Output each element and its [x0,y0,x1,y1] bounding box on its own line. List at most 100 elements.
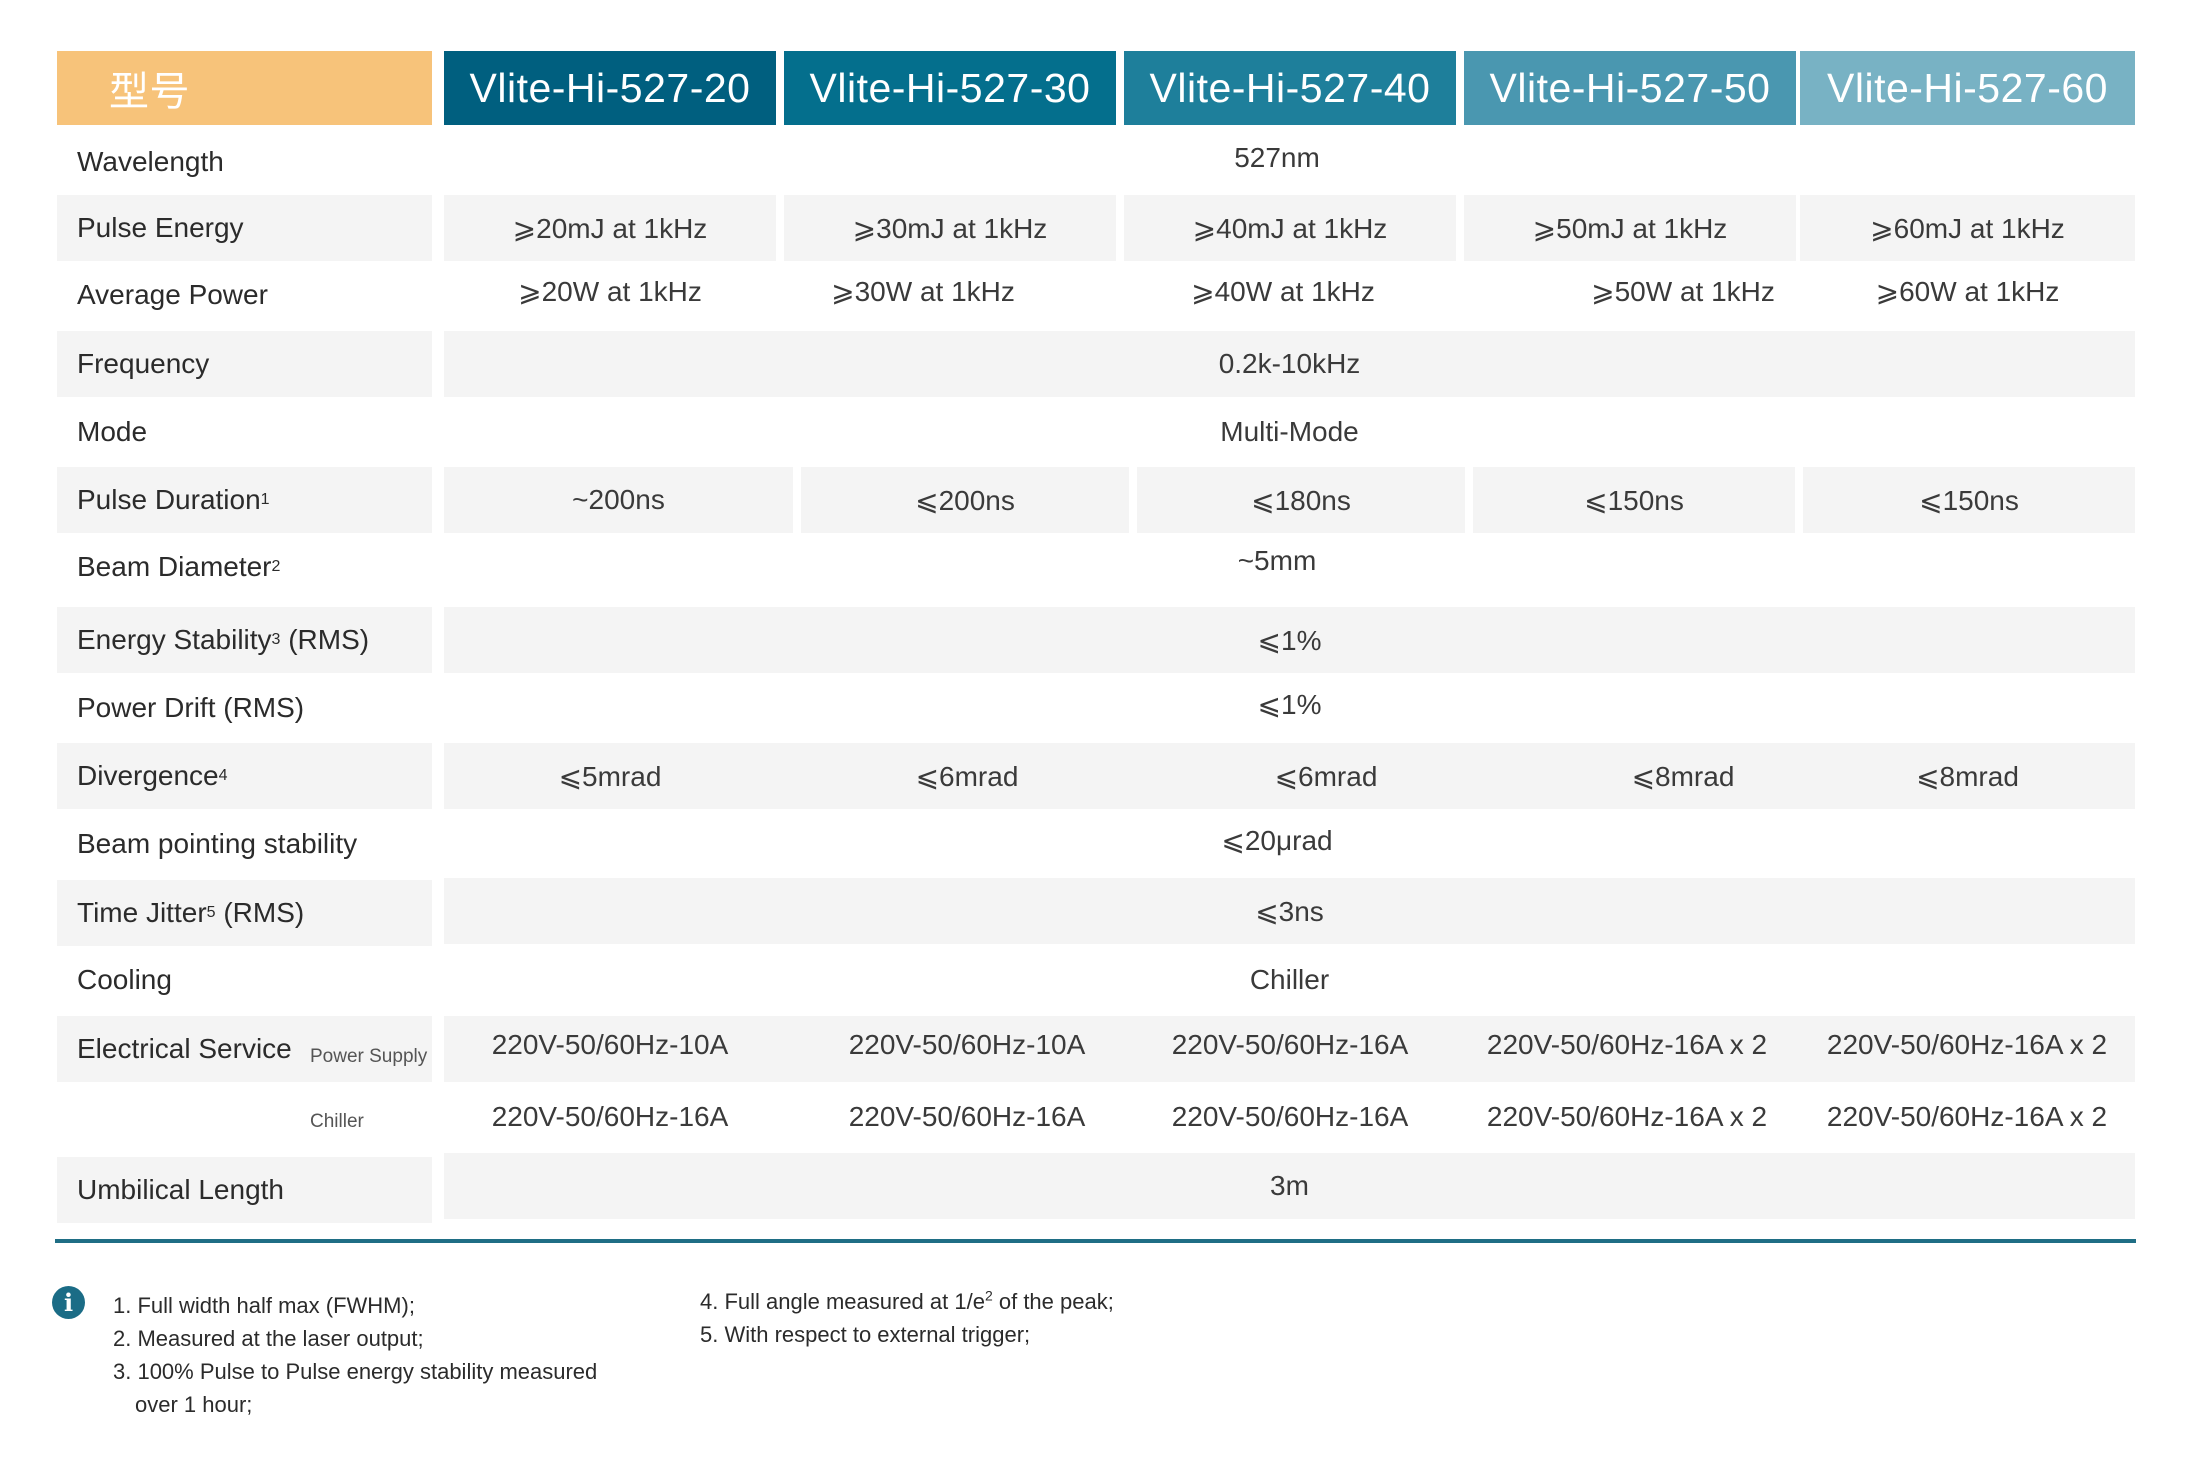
row-cooling: Cooling Chiller [57,947,2135,1013]
cell-value: 220V-50/60Hz-16A x 2 [1826,1101,2108,1132]
cell-value: 220V-50/60Hz-10A [491,1029,729,1060]
row-value: ⩽1% [444,607,2135,673]
row-label: Energy Stability 3 (RMS) [57,607,432,673]
cell-value: ⩽180ns [1137,467,1465,533]
footnote-4: 4. Full angle measured at 1/e2 of the pe… [700,1289,1114,1315]
row-label: Frequency [57,331,432,397]
row-mode: Mode Multi-Mode [57,399,2135,465]
cell-value: ⩽150ns [1473,467,1795,533]
footnote-2: 2. Measured at the laser output; [113,1326,424,1351]
divider-rule [55,1239,2136,1243]
row-time-jitter: Time Jitter 5 (RMS) ⩽3ns [57,878,2135,946]
row-value: Chiller [1249,964,1330,995]
model-header-30: Vlite-Hi-527-30 [784,51,1116,125]
cell-value: 220V-50/60Hz-16A [848,1101,1086,1132]
row-label: Cooling [77,964,172,995]
cell-value: 220V-50/60Hz-10A [848,1029,1086,1060]
info-icon: i [52,1286,85,1319]
row-label: Chiller [57,1084,432,1150]
row-label-text: Time Jitter [77,897,207,928]
cell-value: ⩾50mJ at 1kHz [1464,195,1796,261]
row-label-text: Energy Stability [77,624,272,655]
model-header-20: Vlite-Hi-527-20 [444,51,776,125]
row-pulse-duration: Pulse Duration 1 ~200ns ⩽200ns ⩽180ns ⩽15… [57,467,2135,533]
row-label: Electrical Service Power Supply [57,1016,432,1082]
row-label: Mode [77,416,148,447]
row-beam-diameter: Beam Diameter 2 ~5mm [57,534,2135,600]
row-label-suffix: (RMS) [280,624,370,655]
row-label: Pulse Energy [57,195,432,261]
row-electrical-power-supply: Electrical Service Power Supply 220V-50/… [57,1016,2135,1082]
row-label-text: Pulse Duration [77,484,261,515]
cell-value: ⩾40mJ at 1kHz [1124,195,1456,261]
cell-value: ⩾60mJ at 1kHz [1800,195,2135,261]
row-value: ⩽20μrad [1221,824,1333,856]
row-label: Average Power [77,279,268,310]
cell-value: ⩾40W at 1kHz [1191,275,1375,307]
cell-value: 220V-50/60Hz-16A [1171,1029,1409,1060]
cell-value: ⩾60W at 1kHz [1875,275,2060,307]
cell-value: ⩽6mrad [915,760,1019,792]
row-pulse-energy: Pulse Energy ⩾20mJ at 1kHz ⩾30mJ at 1kHz… [57,195,2135,261]
row-label-suffix: (RMS) [215,897,305,928]
row-label: Power Drift (RMS) [77,692,305,723]
row-label: Umbilical Length [57,1157,432,1223]
cell-value: ⩽6mrad [1274,760,1378,792]
row-value: ~5mm [1237,545,1317,576]
row-beam-pointing: Beam pointing stability ⩽20μrad [57,811,2135,877]
footnote-3: 3. 100% Pulse to Pulse energy stability … [113,1359,598,1384]
row-value: 3m [444,1153,2135,1219]
cell-value: ⩽8mrad [1631,760,1735,792]
row-umbilical-length: Umbilical Length 3m [57,1153,2135,1223]
model-header: 型号 [57,51,432,125]
row-sublabel: Power Supply [310,1046,428,1067]
row-value: 527nm [1234,142,1320,173]
cell-value: ⩽200ns [801,467,1129,533]
cell-value: ⩾30W at 1kHz [831,275,1015,307]
row-label: Beam Diameter 2 [77,551,281,582]
footnote-4-text-end: of the peak; [992,1289,1114,1314]
cell-value: ⩾50W at 1kHz [1591,275,1775,307]
row-wavelength: Wavelength 527nm [57,129,2135,195]
footnote-1: 1. Full width half max (FWHM); [113,1293,415,1318]
footnote-5: 5. With respect to external trigger; [700,1322,1031,1347]
footnote-4-text: 4. Full angle measured at 1/e [700,1289,985,1314]
cell-value: 220V-50/60Hz-16A [491,1101,729,1132]
row-frequency: Frequency 0.2k-10kHz [57,331,2135,397]
cell-value: ⩾20W at 1kHz [518,275,702,307]
row-label-text: Divergence [77,760,219,791]
row-label-text: Beam Diameter [77,551,272,582]
cell-value: ⩾20mJ at 1kHz [444,195,776,261]
row-value: Multi-Mode [1220,416,1359,447]
row-label: Time Jitter 5 (RMS) [57,880,432,946]
row-value-bg [444,743,2135,809]
row-label-text: Electrical Service [77,1033,292,1064]
footnote-3-cont: over 1 hour; [135,1392,253,1417]
row-value: ⩽1% [1257,688,1322,720]
cell-value: ⩽5mrad [558,760,662,792]
row-value: ⩽3ns [444,878,2135,944]
cell-value: 220V-50/60Hz-16A x 2 [1486,1101,1768,1132]
row-label: Pulse Duration 1 [57,467,432,533]
row-divergence: Divergence 4 ⩽5mrad ⩽6mrad ⩽6mrad ⩽8mrad … [57,743,2135,809]
cell-value: ⩾30mJ at 1kHz [784,195,1116,261]
row-power-drift: Power Drift (RMS) ⩽1% [57,675,2135,741]
cell-value: ⩽150ns [1803,467,2135,533]
row-label: Wavelength [77,146,224,177]
cell-value: 220V-50/60Hz-16A x 2 [1826,1029,2108,1060]
cell-value: ⩽8mrad [1916,760,2019,792]
row-value-bg [444,1016,2135,1082]
row-label: Divergence 4 [57,743,432,809]
cell-value: ~200ns [444,467,793,533]
row-energy-stability: Energy Stability 3 (RMS) ⩽1% [57,607,2135,673]
model-header-60: Vlite-Hi-527-60 [1800,51,2135,125]
row-sublabel: Chiller [310,1111,364,1132]
row-label: Beam pointing stability [77,828,358,859]
row-value: 0.2k-10kHz [444,331,2135,397]
footnote-4-sup: 2 [984,1287,993,1304]
model-header-50: Vlite-Hi-527-50 [1464,51,1796,125]
row-average-power: Average Power ⩾20W at 1kHz ⩾30W at 1kHz … [57,262,2135,328]
cell-value: 220V-50/60Hz-16A [1171,1101,1409,1132]
cell-value: 220V-50/60Hz-16A x 2 [1486,1029,1768,1060]
